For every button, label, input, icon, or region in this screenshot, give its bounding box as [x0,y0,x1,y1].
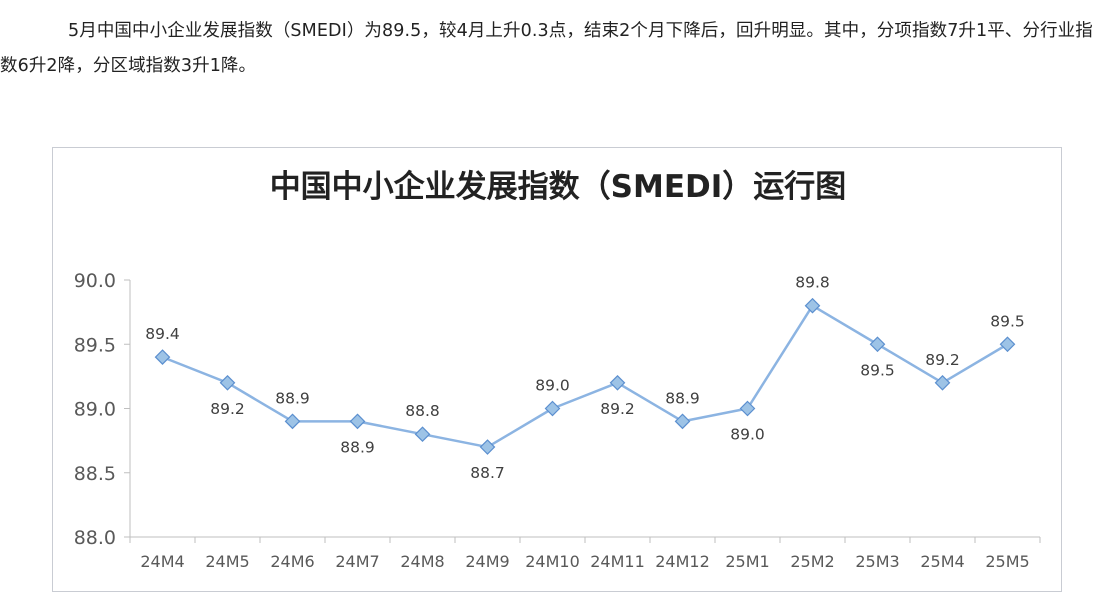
data-label: 88.7 [470,464,505,482]
data-label: 89.2 [210,400,245,418]
data-point-marker [349,413,366,430]
y-tick-label: 90.0 [74,270,116,292]
data-point-marker [154,349,171,365]
data-label: 89.2 [600,400,635,418]
x-tick-label: 24M4 [140,552,184,571]
y-tick-label: 88.0 [74,527,116,549]
data-label: 89.4 [145,325,180,343]
series-line [162,304,1009,449]
x-tick-label: 25M2 [790,552,834,571]
data-point-marker [609,374,626,391]
chart-frame [52,147,1062,592]
data-labels-group: 89.4 89.2 88.9 88.9 88.8 88.7 89.0 89.2 88.9 89.0… [145,274,1025,482]
y-tick-label: 88.5 [74,463,116,485]
data-point-marker [934,374,951,391]
data-label: 89.2 [925,351,960,369]
y-tick-label: 89.0 [74,399,116,421]
data-label: 89.0 [535,377,570,395]
data-point-marker [804,297,821,314]
data-point-marker [674,413,691,430]
x-tick-label: 24M7 [335,552,379,571]
markers-group [154,297,1016,455]
x-tick-label: 25M1 [725,552,769,571]
data-label: 88.9 [275,389,310,407]
data-point-marker [544,400,561,417]
x-tick-label: 25M5 [985,552,1029,571]
data-label: 88.9 [665,389,700,407]
data-point-marker [479,439,496,455]
article-paragraph: 5月中国中小企业发展指数（SMEDI）为89.5，较4月上升0.3点，结束2个月… [0,21,1093,76]
data-point-marker [284,413,301,430]
data-label: 88.9 [340,438,375,456]
x-tick-label: 24M11 [590,552,645,571]
x-tick-label: 24M12 [655,552,710,571]
chart-title: 中国中小企业发展指数（SMEDI）运行图 [270,169,847,205]
data-label: 89.5 [990,312,1025,330]
data-point-marker [219,374,236,391]
data-point-marker [414,426,431,443]
x-tick-label: 24M10 [525,552,580,571]
data-label: 88.8 [405,402,440,420]
y-tick-label: 89.5 [74,334,116,356]
x-tick-label: 24M8 [400,552,444,571]
x-axis: 24M4 24M5 24M6 24M7 24M8 24M9 24M10 24M11 24M12 2… [129,536,1041,571]
data-label: 89.0 [730,426,765,444]
x-tick-label: 25M4 [920,552,964,571]
x-tick-label: 24M9 [465,552,509,571]
x-tick-label: 25M3 [855,552,899,571]
y-axis: 88.0 88.5 89.0 89.5 90.0 [74,270,131,549]
data-point-marker [999,336,1016,353]
x-tick-label: 24M6 [270,552,314,571]
data-point-marker [869,336,886,353]
data-label: 89.5 [860,361,895,379]
series-line-group [162,304,1009,449]
data-label: 89.8 [795,274,830,292]
data-point-marker [739,400,756,417]
x-tick-label: 24M5 [205,552,249,571]
